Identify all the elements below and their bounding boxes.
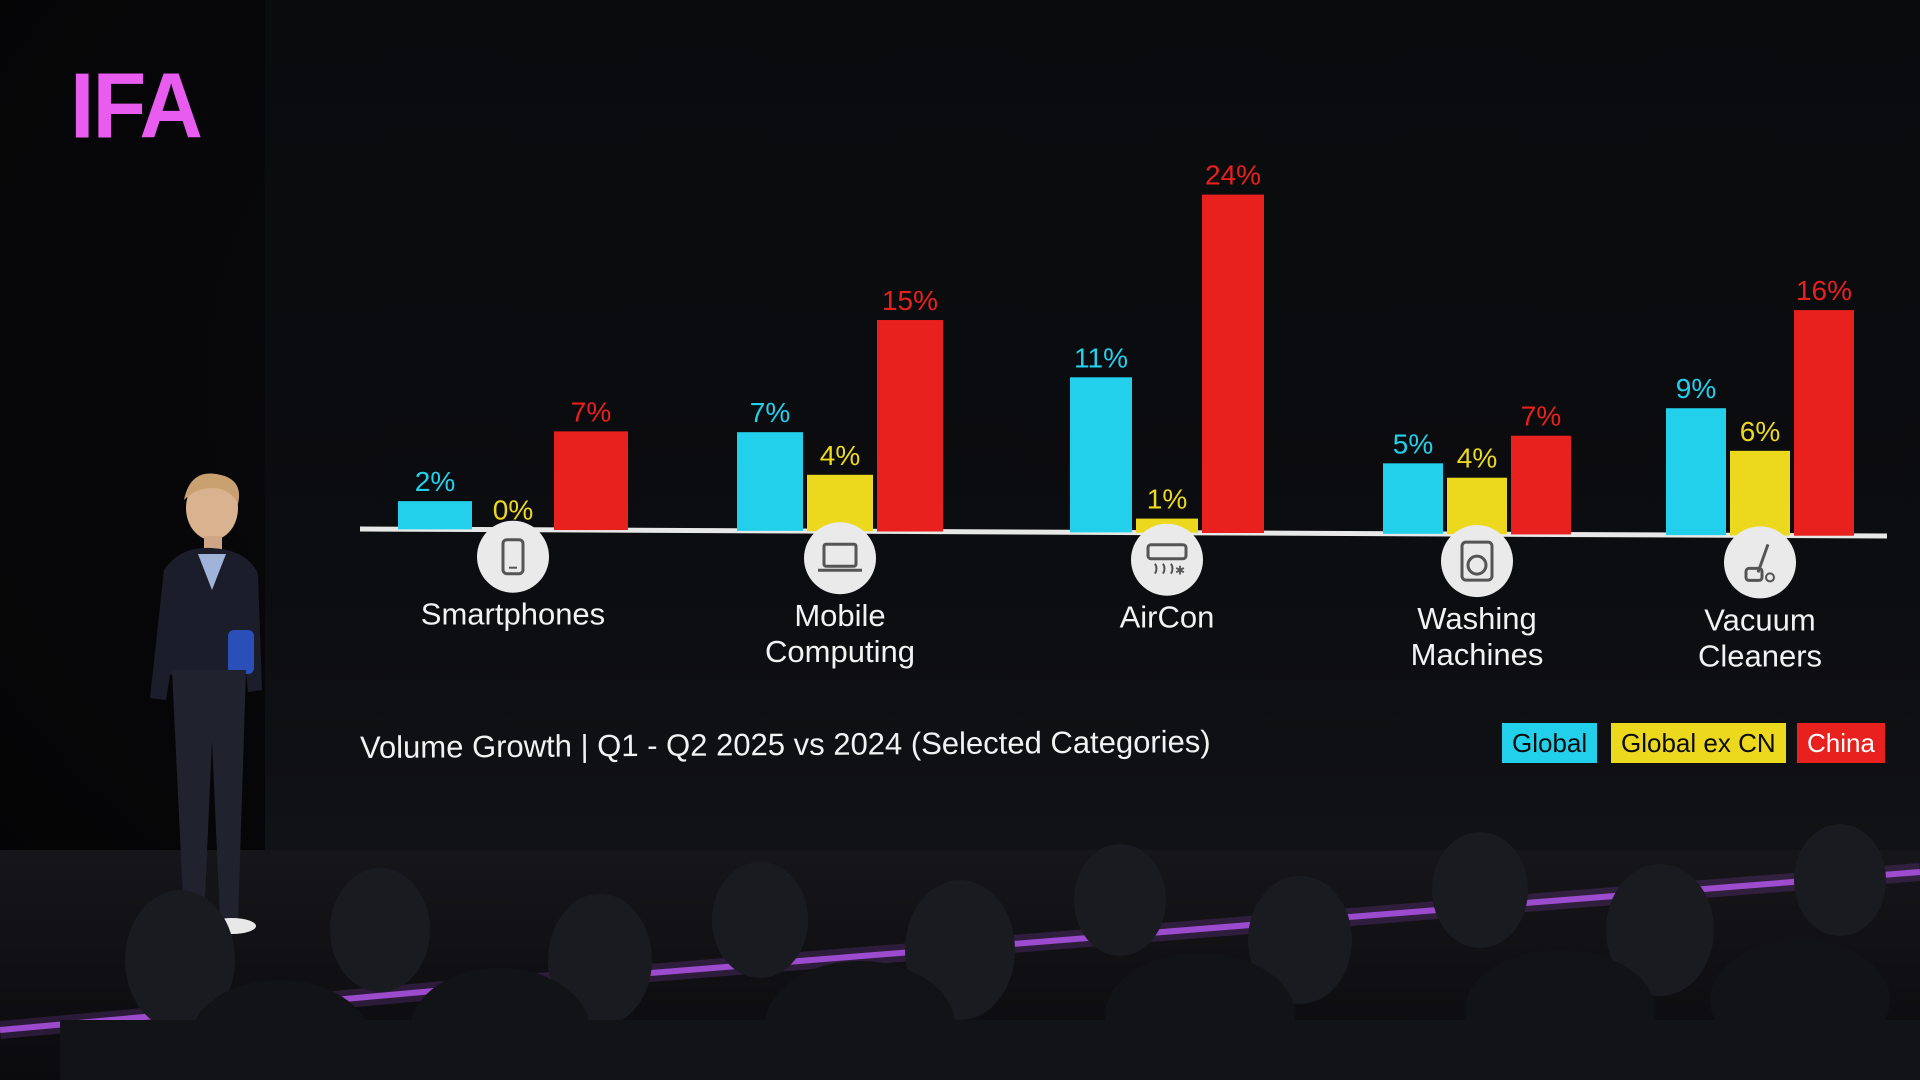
value-label-global-ex-cn-3: 4% [1457,443,1497,474]
bar-global-3 [1383,463,1443,534]
bar-global-ex-cn-1 [807,474,873,532]
value-label-china-0: 7% [571,396,611,427]
value-label-global-4: 9% [1676,373,1716,404]
value-label-global-2: 11% [1074,342,1128,373]
category-label-4-line-0: Vacuum [1704,602,1815,637]
value-label-global-3: 5% [1393,428,1433,459]
washing-machine-icon [1441,525,1513,598]
vacuum-cleaner-icon [1724,526,1796,599]
category-label-1-line-0: Mobile [794,598,885,633]
value-label-china-3: 7% [1521,401,1561,432]
value-label-china-1: 15% [882,285,938,316]
value-label-global-ex-cn-2: 1% [1147,484,1187,515]
category-label-3-line-1: Machines [1411,637,1544,672]
legend-global-ex-cn: Global ex CN [1611,723,1786,763]
air-conditioner-icon: ✱ [1131,523,1203,596]
category-label-1-line-1: Computing [765,634,915,669]
bar-global-1 [737,432,803,531]
category-label-3-line-0: Washing [1417,601,1536,636]
chart-title: Volume Growth | Q1 - Q2 2025 vs 2024 (Se… [359,724,1211,765]
value-label-china-2: 24% [1205,160,1261,191]
value-label-global-ex-cn-1: 4% [820,440,860,471]
bar-china-2 [1202,194,1264,534]
value-label-china-4: 16% [1796,275,1852,306]
value-label-global-ex-cn-4: 6% [1740,416,1780,447]
svg-text:✱: ✱ [1175,564,1185,578]
value-label-global-0: 2% [415,466,455,497]
category-label-2-line-0: AirCon [1120,600,1215,635]
smartphone-icon [477,520,549,593]
category-label-4-line-1: Cleaners [1698,638,1822,673]
legend-global: Global [1502,723,1598,763]
category-label-0-line-0: Smartphones [421,597,605,632]
value-label-global-ex-cn-0: 0% [493,495,533,526]
bar-global-4 [1666,408,1726,536]
bar-global-0 [398,501,472,530]
value-label-global-1: 7% [750,397,790,428]
audience-silhouettes [60,824,1920,1080]
bar-china-4 [1794,310,1854,536]
bar-china-0 [554,431,628,531]
chart-baseline [359,526,1888,539]
ifa-logo: IFA [70,53,203,158]
legend-china: China [1797,723,1885,763]
bar-global-2 [1070,377,1132,533]
bar-global-ex-cn-4 [1730,450,1790,536]
bar-global-ex-cn-3 [1447,477,1507,535]
bar-china-1 [877,320,943,532]
laptop-icon [804,522,876,595]
bar-china-3 [1511,435,1571,535]
